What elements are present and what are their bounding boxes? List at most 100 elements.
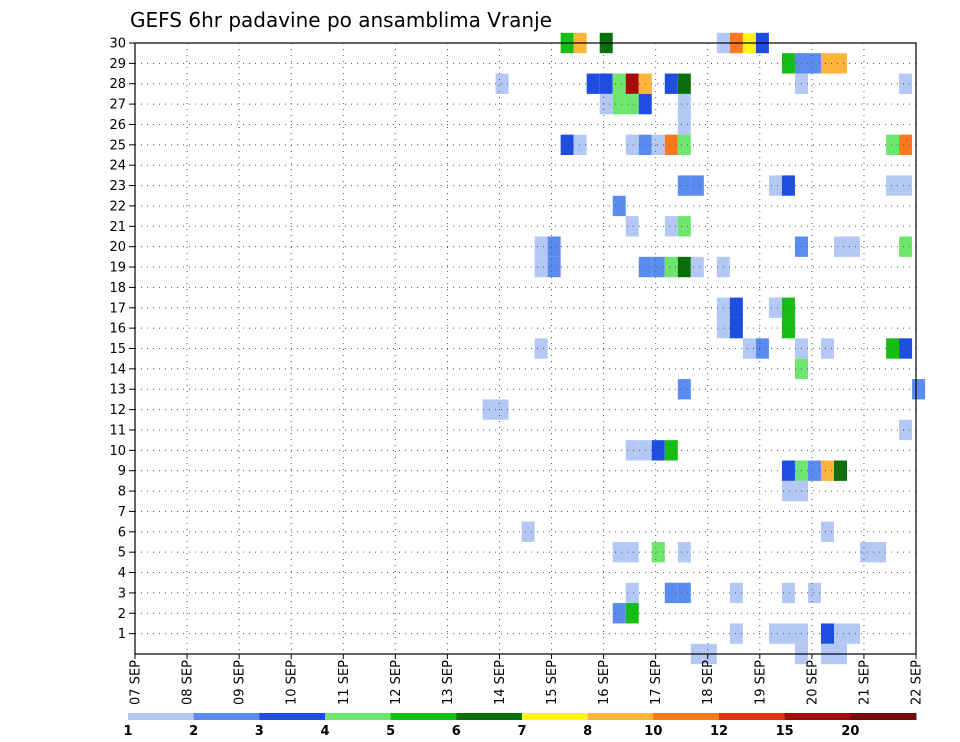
heatmap-cell xyxy=(899,73,913,94)
legend-swatch xyxy=(193,713,260,720)
heatmap-cell xyxy=(781,582,795,604)
heatmap-cell xyxy=(677,114,691,135)
heatmap-cell xyxy=(651,134,665,156)
y-tick-label: 17 xyxy=(109,301,126,316)
heatmap-cell xyxy=(781,460,795,481)
y-tick-label: 28 xyxy=(109,77,126,92)
heatmap-cell xyxy=(664,256,678,278)
heatmap-cell xyxy=(886,134,900,156)
y-tick-label: 19 xyxy=(109,261,126,276)
heatmap-cell xyxy=(664,216,678,237)
heatmap-cell xyxy=(847,236,861,257)
heatmap-cell xyxy=(899,419,913,441)
heatmap-cell xyxy=(651,541,665,563)
heatmap-cell xyxy=(534,338,548,359)
heatmap-cell xyxy=(899,175,913,196)
heatmap-cell xyxy=(495,399,509,420)
heatmap-cell xyxy=(781,480,795,502)
legend-label: 6 xyxy=(452,724,461,739)
heatmap-cell xyxy=(625,541,639,563)
heatmap-cell xyxy=(742,338,756,359)
y-tick-label: 1 xyxy=(118,627,126,642)
legend-swatch xyxy=(719,713,786,720)
x-tick-label: 17 SEP xyxy=(649,660,664,705)
heatmap-cell xyxy=(781,297,795,318)
heatmap-cell xyxy=(625,440,639,461)
y-tick-label: 3 xyxy=(118,586,126,601)
heatmap-cell xyxy=(781,623,795,644)
heatmap-cell xyxy=(664,73,678,94)
plot-frame xyxy=(134,42,917,655)
heatmap-cell xyxy=(573,134,587,156)
heatmap-cell xyxy=(768,297,782,318)
heatmap-cell xyxy=(755,338,769,359)
legend-swatch xyxy=(456,713,523,720)
legend-label: 12 xyxy=(710,724,728,739)
legend-label: 3 xyxy=(255,724,264,739)
x-tick-label: 12 SEP xyxy=(389,660,404,705)
heatmap-cell xyxy=(899,134,913,156)
y-tick-label: 12 xyxy=(109,403,126,418)
heatmap-cell xyxy=(820,521,834,542)
heatmap-cell xyxy=(834,460,848,481)
y-tick-label: 24 xyxy=(109,159,126,174)
x-tick-label: 10 SEP xyxy=(285,660,300,705)
heatmap-cell xyxy=(781,175,795,196)
y-axis: 1234567891011121314151617181920212223242… xyxy=(109,37,135,642)
heatmap-cell xyxy=(886,338,900,359)
heatmap-cell xyxy=(807,53,821,74)
heatmap-cell xyxy=(677,379,691,400)
y-tick-label: 26 xyxy=(109,118,126,133)
x-tick-label: 19 SEP xyxy=(753,660,768,705)
heatmap-cell xyxy=(820,338,834,359)
heatmap-cell xyxy=(781,317,795,339)
heatmap-cell xyxy=(534,256,548,278)
y-tick-label: 23 xyxy=(109,179,126,194)
y-tick-label: 9 xyxy=(118,464,126,479)
heatmap-cell xyxy=(625,216,639,237)
heatmap-cell xyxy=(664,582,678,604)
x-tick-label: 22 SEP xyxy=(910,660,925,705)
legend-swatch xyxy=(850,713,917,720)
heatmap-cell xyxy=(847,623,861,644)
heatmap-cell xyxy=(521,521,535,542)
y-tick-label: 8 xyxy=(118,485,126,500)
y-tick-label: 7 xyxy=(118,505,126,520)
color-legend: 1 2 3 4 5 6 7 8 10 12 15 20 xyxy=(123,713,917,739)
heatmap-cell xyxy=(677,541,691,563)
heatmap-cell xyxy=(899,236,913,257)
heatmap-cell xyxy=(820,460,834,481)
heatmap-cell xyxy=(547,236,561,257)
y-tick-label: 30 xyxy=(109,37,126,52)
heatmap-cell xyxy=(625,73,639,94)
heatmap-cell xyxy=(586,73,600,94)
legend-swatch xyxy=(259,713,326,720)
heatmap-cell xyxy=(820,53,834,74)
x-tick-label: 07 SEP xyxy=(129,660,144,705)
heatmap-cell xyxy=(820,623,834,644)
legend-label: 20 xyxy=(841,724,859,739)
x-tick-label: 21 SEP xyxy=(857,660,872,705)
heatmap-cell xyxy=(781,53,795,74)
y-tick-label: 2 xyxy=(118,607,126,622)
heatmap-cell xyxy=(729,297,743,318)
heatmap-cell xyxy=(807,582,821,604)
legend-label: 1 xyxy=(123,724,132,739)
legend-label: 8 xyxy=(583,724,592,739)
heatmap-cell xyxy=(599,73,613,94)
legend-swatch xyxy=(325,713,392,720)
heatmap-cell xyxy=(677,73,691,94)
heatmap-cell xyxy=(625,603,639,624)
heatmap-cell xyxy=(677,175,691,196)
legend-label: 2 xyxy=(189,724,198,739)
heatmap-cell xyxy=(612,195,626,217)
legend-label: 4 xyxy=(320,724,329,739)
legend-swatch xyxy=(128,713,195,720)
y-tick-label: 15 xyxy=(109,342,126,357)
heatmap-cell xyxy=(677,582,691,604)
legend-label: 5 xyxy=(386,724,395,739)
y-tick-label: 11 xyxy=(109,423,126,438)
heatmap-cell xyxy=(612,603,626,624)
chart-title: GEFS 6hr padavine po ansamblima Vranje xyxy=(130,8,552,32)
heatmap-cell xyxy=(677,93,691,115)
